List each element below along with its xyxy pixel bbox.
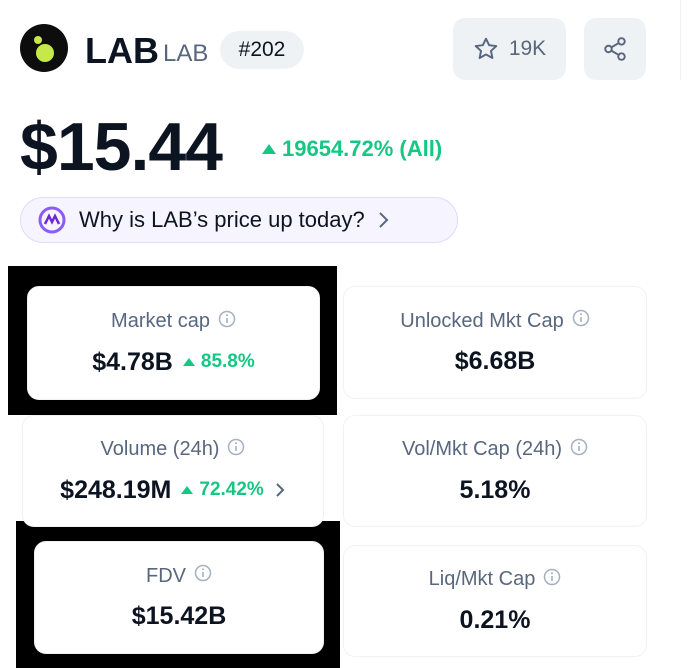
stat-label: Vol/Mkt Cap (24h) <box>401 438 563 460</box>
stat-label: Market cap <box>111 310 210 332</box>
stat-card[interactable]: Volume (24h) $248.19M 72.42% <box>22 415 324 527</box>
stat-value: 0.21% <box>459 605 531 634</box>
price: $15.44 <box>20 109 223 185</box>
coin-symbol: LAB <box>163 40 209 67</box>
coin-name: LAB <box>85 30 159 71</box>
share-icon <box>604 37 626 61</box>
chevron-glyph <box>276 482 285 497</box>
stat-label-row: Unlocked Mkt Cap <box>400 309 589 333</box>
stat-label: Liq/Mkt Cap <box>428 568 536 590</box>
stat-card: FDV $15.42B <box>34 541 324 654</box>
stat-change: 72.42% <box>181 479 264 501</box>
info-icon <box>194 564 212 588</box>
stat-value: $4.78B <box>92 347 173 376</box>
info-icon <box>218 310 236 334</box>
stat-value-row: $15.42B <box>132 602 227 631</box>
info-glyph <box>218 310 236 327</box>
stat-label-row: Liq/Mkt Cap <box>429 568 562 592</box>
up-arrow <box>262 144 276 154</box>
coin-logo <box>20 24 68 72</box>
stat-value-row: $248.19M 72.42% <box>60 476 286 505</box>
stat-label-row: Volume (24h) <box>101 438 246 462</box>
ai-prompt[interactable]: Why is LAB’s price up today? <box>20 197 458 243</box>
stat-label: FDV <box>146 564 186 587</box>
stat-value-row: $6.68B <box>455 347 536 376</box>
stat-card: Market cap $4.78B 85.8% <box>27 286 320 400</box>
info-icon <box>572 309 590 333</box>
watchlist-button[interactable]: 19K <box>453 18 566 80</box>
rank-badge: #202 <box>220 31 304 69</box>
info-icon <box>570 438 588 462</box>
share-button[interactable] <box>584 18 646 80</box>
stat-value: $248.19M <box>60 475 172 504</box>
chevron <box>379 212 389 228</box>
stat-label-row: Vol/Mkt Cap (24h) <box>402 438 588 462</box>
info-glyph <box>194 564 212 582</box>
info-icon <box>227 438 245 462</box>
stat-label-row: Market cap <box>111 310 236 334</box>
stat-value-row: $4.78B 85.8% <box>92 348 255 377</box>
stat-value: $6.68B <box>454 347 536 375</box>
price-change-text: 19654.72% (All) <box>282 136 443 161</box>
stat-change-text: 72.42% <box>199 479 264 500</box>
stat-label: Unlocked Mkt Cap <box>400 309 564 332</box>
info-icon <box>543 568 561 592</box>
price-change: 19654.72% (All) <box>262 136 442 162</box>
stat-change: 85.8% <box>182 351 255 373</box>
info-glyph <box>570 438 588 455</box>
chevron <box>274 476 286 505</box>
up-arrow <box>181 486 194 494</box>
stat-change-text: 85.8% <box>200 351 255 372</box>
up-arrow <box>182 358 195 366</box>
info-glyph <box>228 438 245 455</box>
stat-label: Volume (24h) <box>100 438 220 460</box>
stat-value: $15.42B <box>131 602 227 630</box>
ai-prompt-text: Why is LAB’s price up today? <box>79 207 365 232</box>
info-glyph <box>572 309 589 327</box>
info-glyph <box>544 568 561 585</box>
stat-value: 5.18% <box>459 475 531 504</box>
ai-icon <box>38 206 66 234</box>
stat-card: Liq/Mkt Cap 0.21% <box>343 545 647 657</box>
divider <box>680 0 681 80</box>
stat-card: Unlocked Mkt Cap $6.68B <box>343 286 647 399</box>
stat-value-row: 0.21% <box>460 606 531 635</box>
stat-label-row: FDV <box>146 564 212 588</box>
stat-value-row: 5.18% <box>460 476 531 505</box>
star-icon <box>474 37 498 59</box>
stat-card: Vol/Mkt Cap (24h) 5.18% <box>343 415 647 527</box>
watchlist-count: 19K <box>508 37 547 60</box>
